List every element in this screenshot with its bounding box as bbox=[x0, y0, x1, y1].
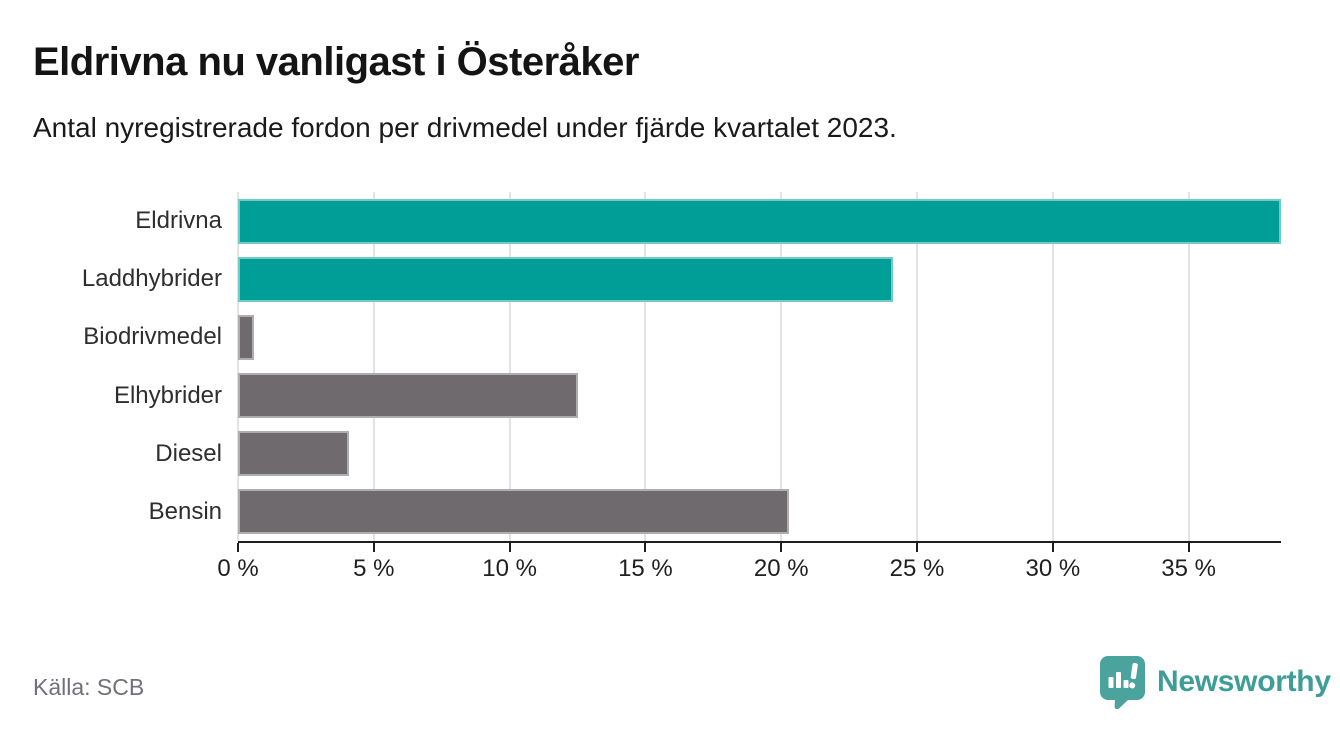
bar-elhybrider bbox=[238, 373, 578, 419]
tick-label: 10 % bbox=[482, 555, 537, 582]
bar-row bbox=[238, 308, 1281, 366]
bar-row bbox=[238, 192, 1281, 250]
tick-mark bbox=[508, 543, 511, 552]
tick-label: 15 % bbox=[618, 555, 673, 582]
x-axis-ticks: 0 % 5 % 10 % 15 % 20 % 25 % 30 % 35 % bbox=[217, 192, 1281, 582]
tick-mark bbox=[1187, 543, 1190, 552]
bar-row bbox=[238, 425, 1281, 483]
tick-mark bbox=[237, 543, 239, 552]
gridlines bbox=[237, 192, 1281, 541]
bar-diesel bbox=[238, 431, 350, 477]
gridline bbox=[237, 192, 239, 541]
tick-label: 0 % bbox=[217, 555, 259, 582]
tick-label: 20 % bbox=[753, 555, 809, 582]
source-note: Källa: SCB bbox=[33, 674, 145, 700]
tick-label: 5 % bbox=[353, 555, 395, 582]
bar-bensin bbox=[238, 489, 790, 535]
tick-label: 25 % bbox=[889, 555, 945, 582]
newsworthy-logo: Newsworthy bbox=[1099, 655, 1331, 710]
bar-row bbox=[238, 483, 1281, 541]
category-label: Diesel bbox=[155, 439, 222, 467]
tick-mark bbox=[780, 543, 783, 552]
category-label: Elhybrider bbox=[113, 381, 222, 409]
gridline bbox=[508, 192, 511, 541]
category-labels: Eldrivna Laddhybrider Biodrivmedel Elhybrid… bbox=[0, 192, 222, 541]
plot-area: 0 % 5 % 10 % 15 % 20 % 25 % 30 % 35 % bbox=[217, 192, 1281, 582]
brand-name: Newsworthy bbox=[1157, 665, 1331, 698]
bar-laddhybrider bbox=[238, 256, 893, 302]
bar-eldrivna bbox=[238, 198, 1281, 244]
category-label: Bensin bbox=[148, 497, 222, 525]
gridline bbox=[916, 192, 919, 541]
bars-layer bbox=[238, 192, 1281, 541]
bar-row bbox=[238, 367, 1281, 425]
category-label: Eldrivna bbox=[135, 207, 222, 235]
gridline bbox=[644, 192, 647, 541]
category-label: Biodrivmedel bbox=[83, 323, 222, 351]
chart-subtitle: Antal nyregistrerade fordon per drivmede… bbox=[33, 112, 897, 143]
bar-biodrivmedel bbox=[238, 314, 255, 360]
gridline bbox=[1187, 192, 1190, 541]
page-title: Eldrivna nu vanligast i Österåker bbox=[33, 40, 639, 84]
tick-mark bbox=[644, 543, 647, 552]
tick-mark bbox=[372, 543, 375, 552]
category-label: Laddhybrider bbox=[81, 265, 222, 293]
gridline bbox=[1051, 192, 1054, 541]
tick-label: 35 % bbox=[1161, 555, 1216, 582]
tick-mark bbox=[916, 543, 919, 552]
tick-label: 30 % bbox=[1025, 555, 1081, 582]
bar-row bbox=[238, 250, 1281, 308]
tick-mark bbox=[1051, 543, 1054, 552]
gridline bbox=[780, 192, 783, 541]
newsworthy-bubble-icon bbox=[1099, 655, 1146, 710]
gridline bbox=[372, 192, 375, 541]
